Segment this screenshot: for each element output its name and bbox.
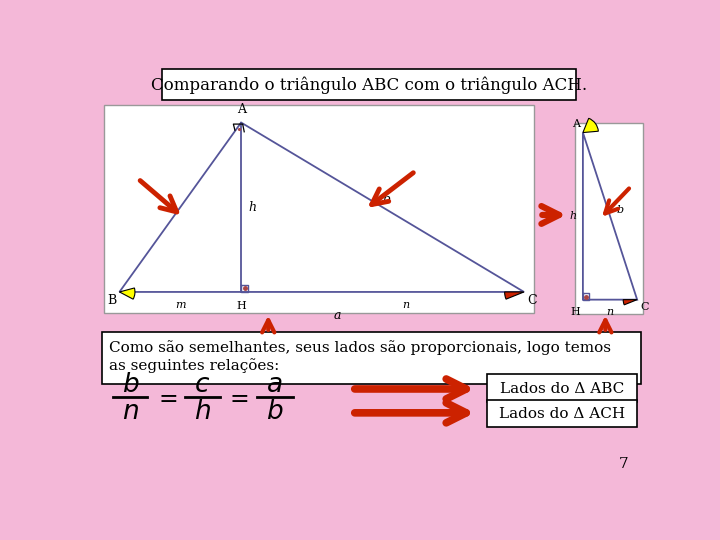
Text: n: n: [606, 307, 613, 318]
Text: b: b: [616, 205, 624, 215]
Text: $=$: $=$: [154, 386, 178, 409]
FancyBboxPatch shape: [162, 70, 576, 100]
Wedge shape: [583, 118, 598, 132]
Text: B: B: [107, 294, 117, 307]
Text: H: H: [236, 301, 246, 311]
FancyBboxPatch shape: [102, 332, 641, 384]
Text: A: A: [237, 103, 246, 117]
Text: $a$: $a$: [266, 372, 283, 397]
Text: h: h: [249, 201, 257, 214]
Text: h: h: [570, 211, 577, 221]
Text: as seguintes relações:: as seguintes relações:: [109, 357, 280, 373]
FancyBboxPatch shape: [104, 105, 534, 313]
Text: Comparando o triângulo ABC com o triângulo ACH.: Comparando o triângulo ABC com o triângu…: [151, 77, 587, 94]
Text: c: c: [168, 201, 174, 214]
Wedge shape: [505, 292, 524, 299]
Text: A: A: [572, 119, 580, 129]
Text: $n$: $n$: [122, 399, 139, 424]
Wedge shape: [120, 288, 135, 299]
Text: $b$: $b$: [266, 399, 283, 424]
Text: Lados do Δ ACH: Lados do Δ ACH: [499, 407, 625, 421]
Wedge shape: [624, 300, 637, 305]
Text: Como são semelhantes, seus lados são proporcionais, logo temos: Como são semelhantes, seus lados são pro…: [109, 340, 611, 355]
Text: $=$: $=$: [225, 386, 249, 409]
Text: m: m: [175, 300, 186, 309]
FancyBboxPatch shape: [487, 374, 637, 402]
Text: H: H: [570, 307, 580, 318]
Text: C: C: [527, 294, 536, 307]
Text: $b$: $b$: [122, 372, 139, 397]
Text: C: C: [640, 302, 649, 312]
Text: 7: 7: [619, 457, 629, 471]
Text: n: n: [402, 300, 410, 309]
Text: Lados do Δ ABC: Lados do Δ ABC: [500, 382, 624, 396]
Text: b: b: [382, 193, 390, 206]
Text: a: a: [333, 309, 341, 322]
FancyBboxPatch shape: [487, 400, 637, 428]
Text: $h$: $h$: [194, 399, 211, 424]
FancyBboxPatch shape: [575, 123, 644, 314]
Text: $c$: $c$: [194, 372, 210, 397]
